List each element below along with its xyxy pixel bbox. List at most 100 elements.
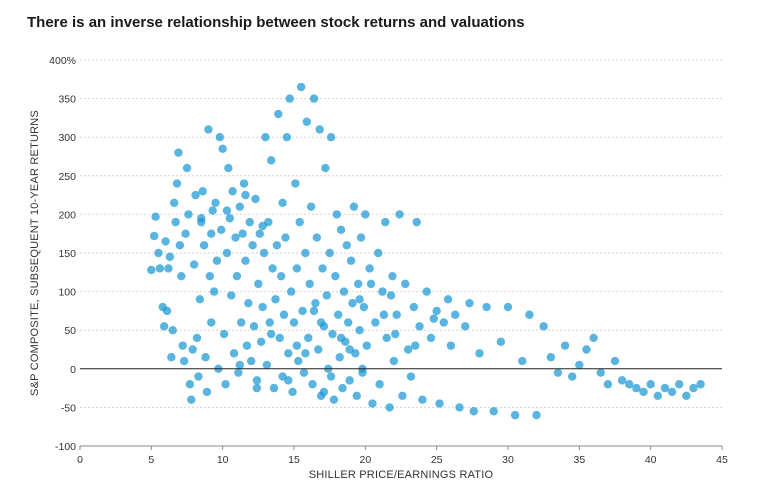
data-point <box>386 291 396 300</box>
data-point <box>432 306 441 316</box>
data-point <box>355 326 364 335</box>
y-tick-label: 250 <box>58 171 76 183</box>
data-point <box>265 318 274 327</box>
data-point <box>381 217 390 227</box>
data-point <box>212 256 222 265</box>
data-point <box>191 190 200 200</box>
data-point <box>345 345 354 354</box>
data-point <box>575 360 584 370</box>
data-point <box>411 341 420 350</box>
data-point <box>187 395 196 404</box>
data-point <box>291 179 300 188</box>
data-point <box>271 295 280 304</box>
data-point <box>316 318 326 327</box>
data-point <box>218 144 227 153</box>
data-point <box>198 187 207 196</box>
data-point <box>274 109 283 119</box>
data-point <box>189 260 199 269</box>
x-axis-label: SHILLER PRICE/EARNINGS RATIO <box>309 469 494 481</box>
data-point <box>272 241 282 250</box>
data-point <box>639 387 648 397</box>
data-point <box>422 287 431 296</box>
chart-title: There is an inverse relationship between… <box>27 14 525 31</box>
data-point <box>560 341 570 350</box>
data-point <box>197 214 206 223</box>
data-point <box>147 265 156 275</box>
data-point <box>281 233 290 242</box>
data-point <box>660 383 670 393</box>
data-point <box>412 217 421 227</box>
data-point <box>379 310 389 319</box>
data-point <box>238 229 247 238</box>
data-point <box>175 241 185 250</box>
data-point <box>617 376 627 385</box>
data-point <box>443 295 453 304</box>
data-point <box>201 353 210 362</box>
data-point <box>182 163 192 173</box>
data-point <box>539 322 548 331</box>
data-point <box>415 322 424 331</box>
data-point <box>262 360 272 370</box>
data-point <box>192 333 202 343</box>
data-point <box>286 287 296 296</box>
data-point <box>338 383 347 393</box>
data-point <box>446 341 456 350</box>
data-point <box>406 372 416 381</box>
data-point <box>546 353 555 362</box>
data-point <box>151 212 160 221</box>
data-point <box>245 217 254 227</box>
data-point <box>241 190 250 200</box>
data-point <box>318 264 327 273</box>
data-point <box>251 194 260 204</box>
data-point <box>209 287 219 296</box>
data-point <box>496 337 506 346</box>
data-point <box>308 380 317 389</box>
data-point <box>304 333 313 343</box>
data-point <box>217 225 226 235</box>
data-point <box>392 310 401 319</box>
data-point <box>334 310 343 319</box>
x-axis-ticks: 0 5 10 15 20 25 30 35 40 45 <box>77 446 728 466</box>
data-point <box>322 291 332 300</box>
data-point <box>339 287 349 296</box>
data-point <box>204 125 213 134</box>
data-point <box>336 333 346 343</box>
data-point <box>279 310 289 319</box>
y-axis-ticks: 400% 350 300 250 200 150 100 50 0 -50 -100 <box>49 55 76 453</box>
data-point <box>296 82 306 92</box>
data-point <box>299 368 309 377</box>
data-point <box>348 298 357 308</box>
x-tick-label: 25 <box>431 454 443 466</box>
data-point <box>358 368 367 377</box>
data-point <box>356 233 366 242</box>
data-point <box>525 310 534 319</box>
data-point <box>331 271 340 281</box>
data-point <box>207 229 216 238</box>
data-point <box>582 345 591 354</box>
data-point <box>221 380 230 389</box>
data-point <box>269 383 279 393</box>
data-point <box>222 206 232 215</box>
data-point <box>294 356 303 366</box>
data-point <box>342 241 351 250</box>
data-point <box>207 318 216 327</box>
y-tick-label: 350 <box>58 94 76 106</box>
data-point <box>359 302 369 312</box>
data-point <box>235 202 244 211</box>
data-point <box>295 217 304 227</box>
data-point <box>167 353 176 362</box>
data-point <box>155 264 165 273</box>
data-point <box>219 329 229 339</box>
data-point <box>258 302 267 312</box>
y-tick-label: 50 <box>64 325 76 337</box>
data-point <box>332 210 341 219</box>
data-point <box>336 225 346 235</box>
data-point <box>305 279 314 289</box>
data-point <box>254 279 263 289</box>
data-point <box>242 341 252 350</box>
x-tick-label: 20 <box>359 454 371 466</box>
y-tick-label: 100 <box>58 287 76 299</box>
data-point <box>326 133 336 142</box>
data-point <box>315 125 324 134</box>
